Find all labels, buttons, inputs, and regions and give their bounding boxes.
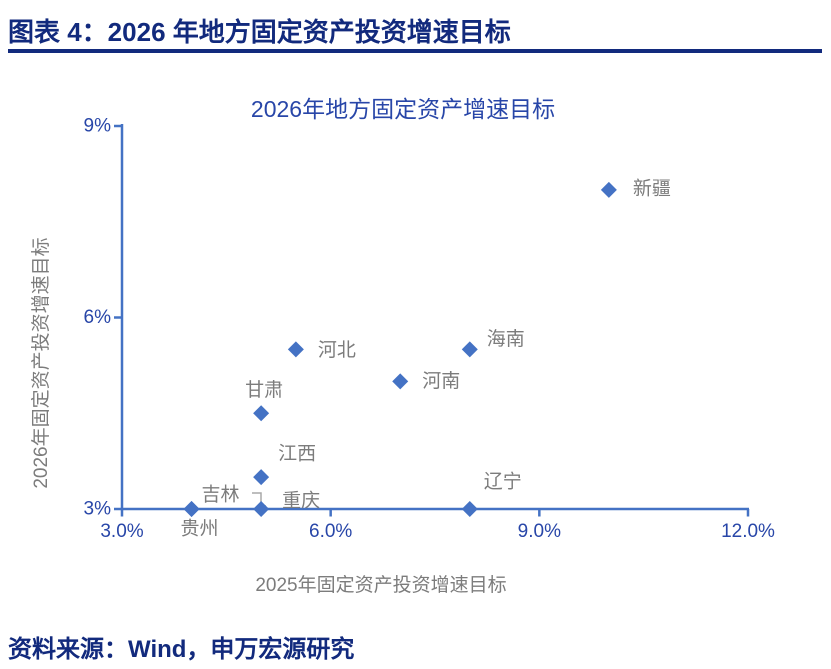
point-label-chongqing: 重庆 (282, 490, 320, 512)
point-label-henan: 河南 (422, 370, 460, 392)
x-tick-label: 6.0% (309, 521, 352, 542)
data-point-gansu (253, 405, 270, 422)
figure-header-title: 图表 4：2026 年地方固定资产投资增速目标 (8, 17, 511, 47)
header-rule (8, 49, 822, 53)
point-label-xinjiang: 新疆 (633, 177, 671, 199)
point-label-guizhou: 贵州 (181, 518, 219, 540)
chart-title: 2026年地方固定资产增速目标 (250, 96, 556, 122)
footer-source: 资料来源：Wind，申万宏源研究 (8, 636, 355, 663)
data-point-hebei (287, 341, 304, 358)
point-label-hebei: 河北 (318, 339, 356, 361)
data-point-hainan (461, 341, 478, 358)
point-label-jiangxi: 江西 (278, 443, 316, 465)
y-tick-label: 3% (84, 499, 112, 520)
x-tick-label: 3.0% (100, 521, 143, 542)
x-axis-title: 2025年固定资产投资增速目标 (255, 575, 507, 596)
data-point-chongqing (253, 501, 270, 517)
x-tick-label: 9.0% (518, 521, 561, 542)
point-label-liaoning: 辽宁 (484, 471, 522, 493)
data-point-guizhou (183, 501, 200, 517)
data-point-liaoning (461, 501, 478, 517)
data-point-jiangxi (253, 469, 270, 486)
x-tick-label: 12.0% (721, 521, 775, 542)
data-point-xinjiang (600, 181, 617, 198)
y-tick-label: 9% (84, 116, 112, 137)
point-label-gansu: 甘肃 (245, 379, 283, 401)
point-label-hainan: 海南 (487, 328, 525, 350)
data-point-henan (392, 373, 409, 390)
point-label-jilin: 吉林 (202, 484, 240, 506)
y-tick-label: 6% (84, 307, 112, 328)
y-axis-title: 2026年固定资产投资增速目标 (31, 237, 52, 489)
